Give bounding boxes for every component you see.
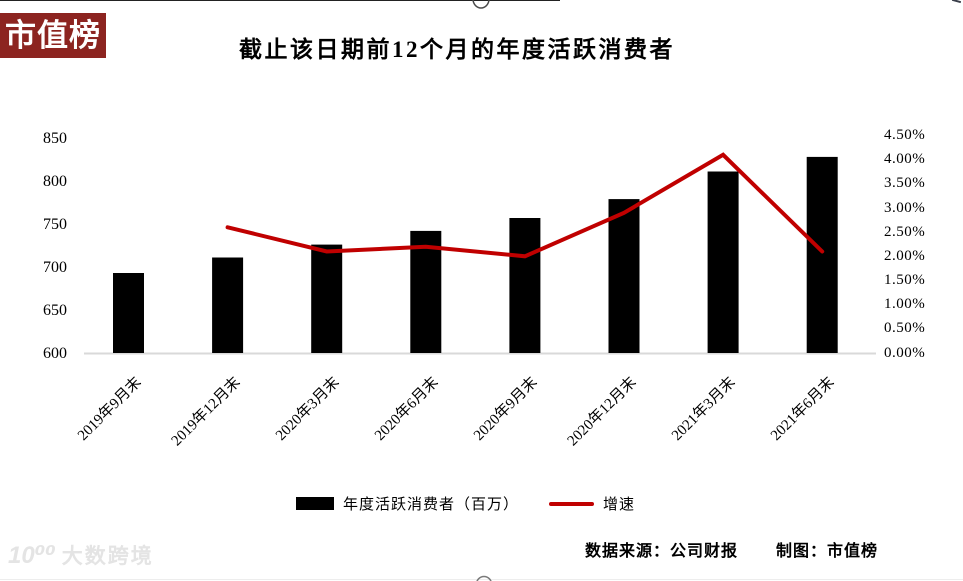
left-axis-tick: 850 xyxy=(43,129,67,147)
right-axis-tick: 0.00% xyxy=(884,344,926,361)
bar-2019年9月末 xyxy=(113,273,144,353)
data-source-label: 数据来源：公司财报 xyxy=(585,543,739,560)
legend-bar-label: 年度活跃消费者（百万） xyxy=(343,497,520,513)
legend-line-swatch xyxy=(549,501,595,506)
bar-2020年3月末 xyxy=(311,244,343,353)
right-axis-tick: 0.50% xyxy=(884,320,926,337)
bar-2021年3月末 xyxy=(707,171,739,353)
left-axis-tick: 700 xyxy=(43,258,67,276)
right-axis-tick: 4.00% xyxy=(884,151,926,168)
left-axis-tick: 750 xyxy=(43,215,67,233)
growth-line xyxy=(225,152,825,259)
bottom-circle-artifact xyxy=(476,575,492,581)
bar-series xyxy=(113,156,838,353)
left-axis-tick: 800 xyxy=(43,172,67,190)
chart-title: 截止该日期前12个月的年度活跃消费者 xyxy=(239,37,675,62)
watermark: 10⁰⁰ 大数跨境 xyxy=(8,544,154,568)
right-axis-tick: 1.00% xyxy=(884,296,926,313)
legend: 年度活跃消费者（百万） 增速 xyxy=(296,493,635,514)
right-axis-tick: 1.50% xyxy=(884,272,926,288)
bar-2021年6月末 xyxy=(806,156,838,353)
bar-2020年6月末 xyxy=(410,230,442,353)
legend-line-label: 增速 xyxy=(603,497,636,513)
right-axis-tick: 4.50% xyxy=(884,127,926,143)
right-axis-tick: 2.50% xyxy=(884,223,926,240)
logo-text: 市值榜 xyxy=(5,18,101,53)
bar-2019年12月末 xyxy=(212,257,244,353)
credit-label: 制图：市值榜 xyxy=(776,543,879,560)
left-axis-tick: 600 xyxy=(43,344,67,362)
watermark-text: 大数跨境 xyxy=(61,544,154,568)
right-axis-tick: 3.50% xyxy=(884,175,926,192)
shizhibang-logo: 市值榜 xyxy=(0,13,106,58)
dashu-logo-icon: 10⁰⁰ xyxy=(8,542,56,569)
legend-bar-swatch xyxy=(296,497,334,510)
left-axis-tick: 650 xyxy=(43,301,67,319)
footer-credits: 数据来源：公司财报 制图：市值榜 xyxy=(585,537,878,561)
right-axis-tick: 2.00% xyxy=(884,247,926,264)
top-circle-artifact xyxy=(472,0,490,9)
top-edge-line xyxy=(0,0,560,1)
right-axis-tick: 3.00% xyxy=(884,199,926,216)
bar-2020年9月末 xyxy=(509,218,541,353)
bottom-edge-line xyxy=(0,579,963,580)
bar-2020年12月末 xyxy=(608,199,640,353)
